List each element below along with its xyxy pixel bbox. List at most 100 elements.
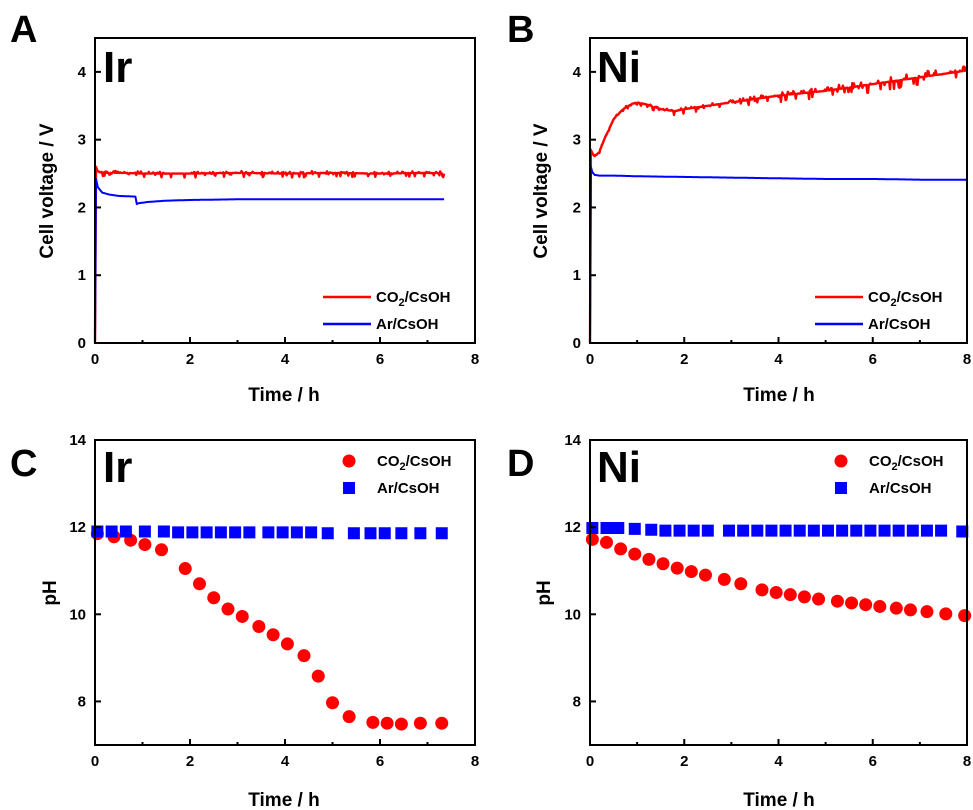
x-tick-label: 2 (680, 753, 688, 770)
legend-swatch (835, 482, 847, 494)
data-point (200, 526, 213, 539)
data-point (266, 628, 280, 642)
panel-letter: B (507, 9, 534, 51)
data-point (769, 586, 783, 599)
data-point (850, 524, 863, 537)
x-axis-label: Time / h (743, 385, 814, 406)
data-point (717, 572, 731, 586)
y-tick-label: 14 (564, 432, 581, 449)
data-point (305, 526, 318, 539)
data-point (395, 527, 408, 540)
axes: 0 2 4 6 8 0 1 2 3 4 (78, 37, 479, 368)
y-tick-label: 0 (573, 335, 581, 352)
panel-d: D Ni 0 2 4 6 8 8 10 12 14 Time / h pH CO2/CsOH Ar… (507, 432, 971, 810)
x-tick-label: 4 (774, 753, 783, 770)
data-point (394, 717, 408, 731)
y-tick-label: 8 (78, 693, 86, 710)
data-point (920, 524, 933, 537)
data-point (751, 524, 764, 537)
x-tick-label: 4 (774, 351, 783, 368)
y-tick-label: 10 (564, 606, 581, 623)
y-tick-label: 8 (573, 693, 581, 710)
data-point (864, 524, 877, 537)
x-tick-label: 0 (91, 351, 99, 368)
data-point (186, 526, 199, 539)
data-point (765, 524, 778, 537)
axes: 0 2 4 6 8 8 10 12 14 (564, 432, 971, 770)
legend-label: CO2/CsOH (869, 453, 943, 473)
legend-swatch (834, 454, 848, 468)
data-point (262, 526, 275, 539)
x-tick-label: 2 (680, 351, 688, 368)
legend: CO2/CsOH Ar/CsOH (342, 453, 451, 497)
data-point (807, 524, 820, 537)
data-point (178, 562, 192, 576)
data-point (252, 619, 266, 633)
data-point (737, 524, 750, 537)
data-point (366, 715, 380, 729)
data-point (892, 524, 905, 537)
legend-label: CO2/CsOH (868, 289, 942, 309)
plot-marks (585, 522, 972, 623)
data-point (903, 603, 917, 617)
series-line (93, 165, 446, 344)
data-point (783, 588, 797, 602)
data-point (290, 526, 303, 539)
data-point (138, 525, 151, 538)
data-point (755, 583, 769, 597)
x-axis-label: Time / h (743, 790, 814, 810)
data-point (321, 527, 334, 540)
data-point (612, 522, 625, 535)
legend-label: CO2/CsOH (377, 453, 451, 473)
x-tick-label: 6 (869, 351, 877, 368)
plot-marks (588, 65, 968, 344)
y-axis-label: pH (40, 580, 61, 605)
x-tick-label: 0 (91, 753, 99, 770)
data-point (939, 607, 953, 621)
data-point (378, 527, 391, 540)
x-axis-label: Time / h (248, 385, 319, 406)
legend-label: CO2/CsOH (376, 289, 450, 309)
y-tick-label: 1 (573, 267, 581, 284)
plot-marks (90, 525, 449, 731)
data-point (859, 598, 873, 612)
data-point (297, 649, 311, 663)
x-tick-label: 6 (376, 351, 384, 368)
data-point (673, 524, 686, 537)
x-tick-label: 8 (963, 753, 971, 770)
x-tick-label: 6 (376, 753, 384, 770)
y-tick-label: 2 (573, 199, 581, 216)
legend: CO2/CsOH Ar/CsOH (834, 453, 943, 497)
series-line (588, 65, 968, 344)
x-tick-label: 4 (281, 351, 290, 368)
data-point (599, 535, 613, 549)
data-point (229, 526, 242, 539)
y-tick-label: 10 (69, 606, 86, 623)
data-point (172, 526, 185, 539)
data-point (873, 599, 887, 613)
data-point (214, 526, 227, 539)
metal-label: Ni (597, 43, 641, 92)
data-point (684, 565, 698, 579)
x-tick-label: 2 (186, 351, 194, 368)
data-point (435, 716, 449, 730)
data-point (779, 524, 792, 537)
y-tick-label: 12 (564, 519, 581, 536)
data-point (670, 561, 684, 575)
data-point (364, 527, 377, 540)
data-point (698, 568, 712, 582)
x-tick-label: 6 (869, 753, 877, 770)
x-tick-label: 4 (281, 753, 290, 770)
data-point (645, 523, 658, 536)
panel-c: C Ir 0 2 4 6 8 8 10 12 14 Time / h pH CO2/CsOH Ar… (10, 432, 479, 810)
data-point (276, 526, 289, 539)
data-point (380, 716, 394, 730)
data-point (326, 696, 339, 710)
y-tick-label: 3 (78, 132, 86, 149)
legend-swatch (343, 482, 355, 494)
y-tick-label: 14 (69, 432, 86, 449)
data-point (642, 552, 656, 566)
data-point (830, 594, 844, 608)
data-point (797, 590, 811, 604)
